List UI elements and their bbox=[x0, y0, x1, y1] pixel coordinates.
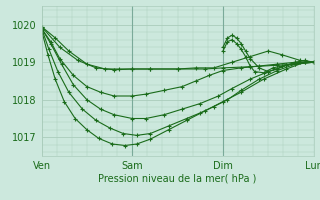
X-axis label: Pression niveau de la mer( hPa ): Pression niveau de la mer( hPa ) bbox=[99, 174, 257, 184]
